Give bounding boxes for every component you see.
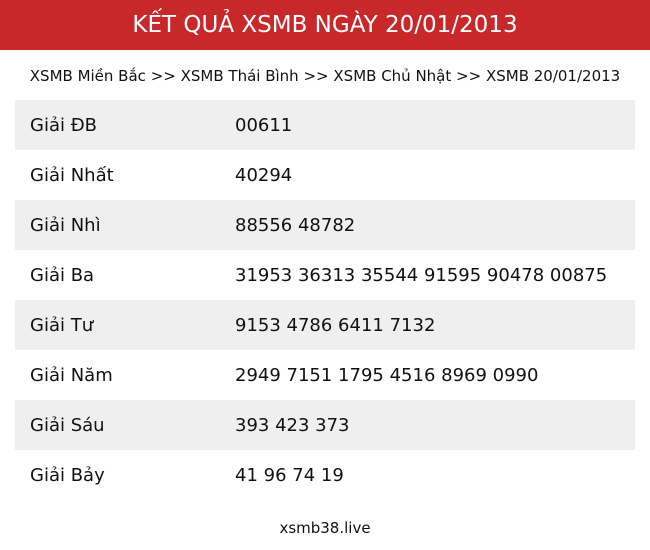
prize-label: Giải Nhì [30, 214, 101, 236]
prize-numbers: 41 96 74 19 [235, 464, 344, 486]
prize-label: Giải Sáu [30, 414, 105, 436]
prize-numbers: 393 423 373 [235, 414, 350, 436]
prize-numbers: 31953 36313 35544 91595 90478 00875 [235, 264, 608, 286]
table-row: Giải Năm 2949 7151 1795 4516 8969 0990 [15, 350, 635, 400]
table-row: Giải ĐB 00611 [15, 100, 635, 150]
table-row: Giải Ba 31953 36313 35544 91595 90478 008… [15, 250, 635, 300]
breadcrumb-link-mien-bac[interactable]: XSMB Miền Bắc [29, 67, 146, 85]
prize-numbers: 00611 [235, 114, 293, 136]
table-row: Giải Nhì 88556 48782 [15, 200, 635, 250]
breadcrumb-separator: >> [150, 67, 176, 85]
prize-label: Giải Tư [30, 314, 94, 336]
table-row: Giải Sáu 393 423 373 [15, 400, 635, 450]
prize-label: Giải Ba [30, 264, 95, 286]
table-row: Giải Bảy 41 96 74 19 [15, 450, 635, 500]
breadcrumb: XSMB Miền Bắc >> XSMB Thái Bình >> XSMB … [0, 64, 650, 88]
page-title: KẾT QUẢ XSMB NGÀY 20/01/2013 [0, 0, 650, 50]
prize-label: Giải ĐB [30, 114, 97, 136]
footer-site-name: xsmb38.live [279, 519, 371, 537]
table-row: Giải Nhất 40294 [15, 150, 635, 200]
prize-label: Giải Năm [30, 364, 113, 386]
breadcrumb-separator: >> [456, 67, 482, 85]
prize-label: Giải Bảy [30, 464, 105, 486]
table-row: Giải Tư 9153 4786 6411 7132 [15, 300, 635, 350]
breadcrumb-link-thai-binh[interactable]: XSMB Thái Bình [180, 67, 299, 85]
prize-label: Giải Nhất [30, 164, 114, 186]
results-table: Giải ĐB 00611 Giải Nhất 40294 Giải Nhì 8855… [15, 100, 635, 500]
prize-numbers: 9153 4786 6411 7132 [235, 314, 436, 336]
prize-numbers: 2949 7151 1795 4516 8969 0990 [235, 364, 539, 386]
breadcrumb-link-chu-nhat[interactable]: XSMB Chủ Nhật [333, 67, 452, 85]
prize-numbers: 88556 48782 [235, 214, 356, 236]
breadcrumb-current-date[interactable]: XSMB 20/01/2013 [485, 67, 621, 85]
breadcrumb-separator: >> [303, 67, 329, 85]
prize-numbers: 40294 [235, 164, 293, 186]
